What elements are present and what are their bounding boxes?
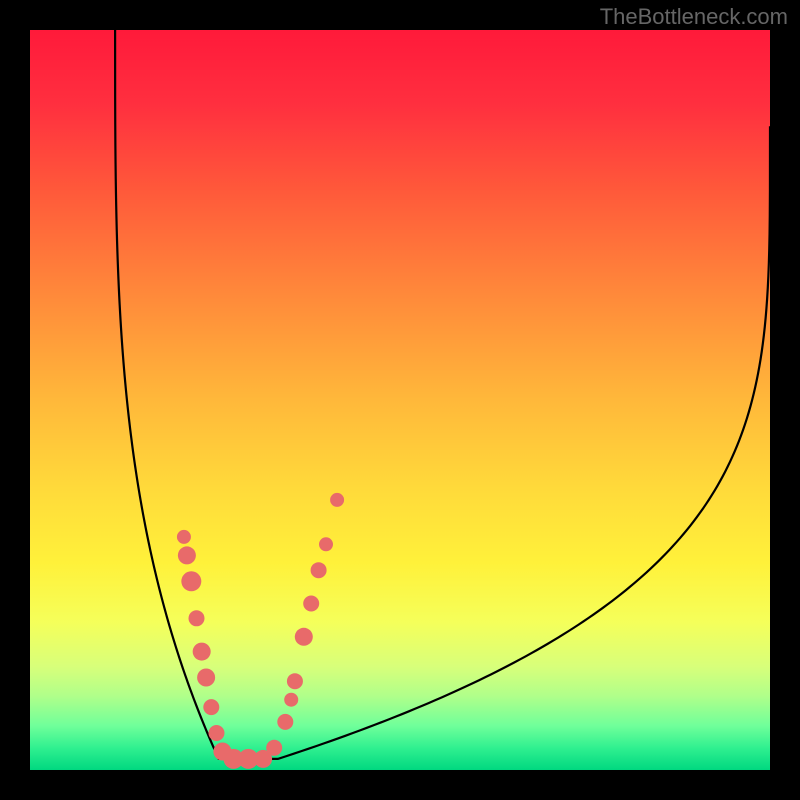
marker-point — [203, 699, 219, 715]
marker-point — [287, 673, 303, 689]
watermark-label: TheBottleneck.com — [600, 4, 788, 30]
marker-point — [295, 628, 313, 646]
marker-point — [330, 493, 344, 507]
plot-area — [30, 30, 770, 770]
marker-point — [284, 693, 298, 707]
marker-point — [181, 571, 201, 591]
marker-point — [177, 530, 191, 544]
marker-point — [311, 562, 327, 578]
marker-point — [189, 610, 205, 626]
marker-point — [303, 596, 319, 612]
marker-point — [277, 714, 293, 730]
bottleneck-chart — [0, 0, 800, 800]
marker-point — [208, 725, 224, 741]
gradient-background — [30, 30, 770, 770]
root: TheBottleneck.com — [0, 0, 800, 800]
marker-point — [319, 537, 333, 551]
marker-point — [193, 643, 211, 661]
marker-point — [178, 546, 196, 564]
marker-point — [266, 740, 282, 756]
marker-point — [197, 669, 215, 687]
